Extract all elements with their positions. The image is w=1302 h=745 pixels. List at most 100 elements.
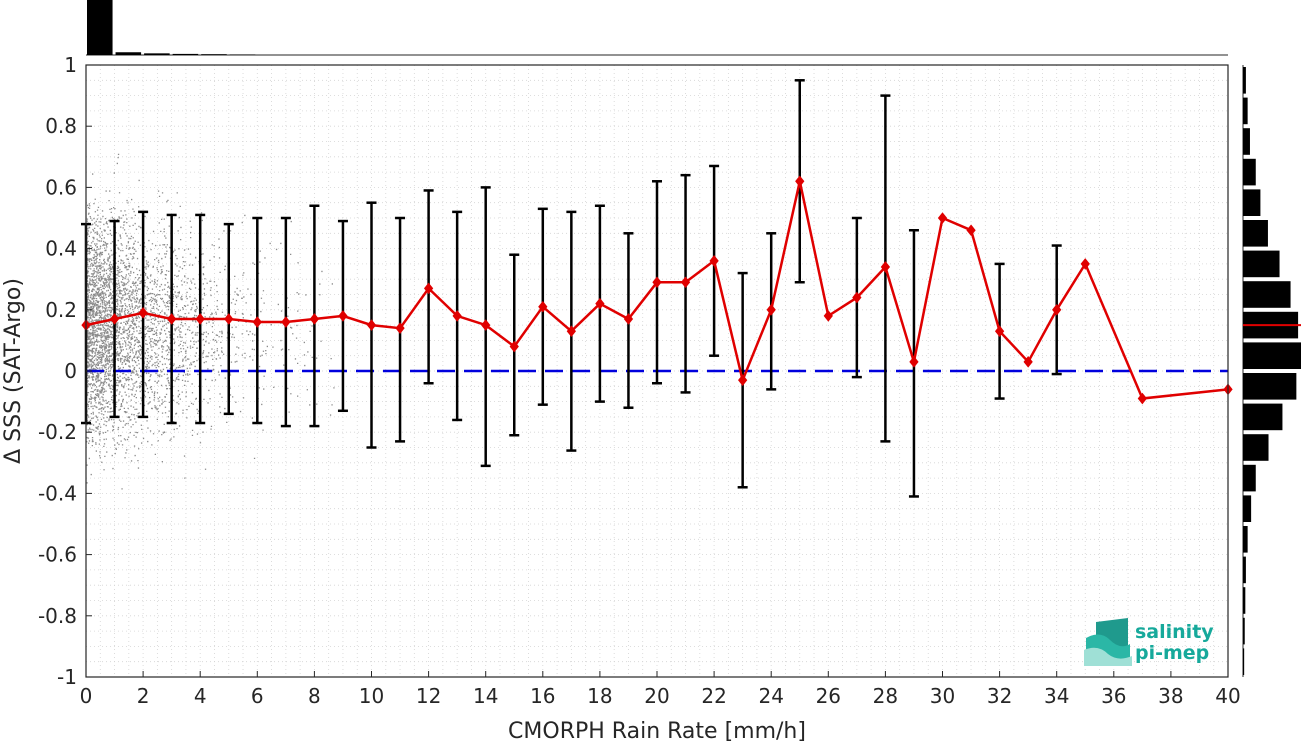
mean-marker: [338, 310, 348, 322]
x-tick-label: 38: [1158, 684, 1183, 708]
x-tick-label: 32: [987, 684, 1012, 708]
y-tick-label: -0.4: [38, 481, 77, 505]
mean-marker: [366, 319, 377, 331]
x-tick-label: 36: [1101, 684, 1126, 708]
y-axis: 1 0.8 0.6 0.4 0.2 0 -0.2 -0.4 -0.6 -0.8 -1: [38, 53, 92, 689]
right-histogram-bar: [1243, 281, 1291, 308]
mean-marker: [652, 276, 662, 289]
right-histogram-bar: [1243, 434, 1269, 461]
mean-marker: [167, 313, 177, 325]
mean-marker: [680, 276, 691, 289]
x-tick-label: 18: [587, 684, 612, 708]
mean-marker: [509, 340, 519, 353]
mean-markers: [81, 175, 1233, 405]
mean-marker: [538, 300, 548, 313]
mean-marker: [852, 291, 862, 304]
scatter-points: [86, 153, 344, 490]
mean-marker: [195, 313, 205, 325]
x-tick-label: 30: [930, 684, 955, 708]
y-tick-label: -0.8: [38, 604, 77, 628]
y-tick-label: 1: [64, 53, 77, 77]
mean-marker: [423, 282, 434, 295]
x-tick-label: 26: [816, 684, 841, 708]
mean-marker: [452, 310, 462, 322]
x-tick-label: 28: [873, 684, 898, 708]
x-tick-label: 14: [473, 684, 498, 708]
right-histogram-bar: [1243, 189, 1261, 216]
right-histogram-bar: [1243, 128, 1250, 155]
right-histogram-bar: [1243, 220, 1268, 247]
mean-marker: [909, 356, 919, 368]
mean-marker: [1137, 392, 1147, 405]
mean-marker: [795, 175, 805, 188]
right-histogram-bar: [1243, 342, 1301, 369]
right-histogram: [1242, 65, 1301, 677]
top-histogram-bar: [172, 53, 199, 55]
mean-marker: [766, 303, 776, 316]
mean-marker: [281, 316, 291, 328]
main-plot: 0 2 4 6 8 10 12 14 16 18 20 22 24 26 28 30 32 34 36 38 40 10…: [1, 53, 1241, 744]
y-tick-label: 0: [64, 359, 77, 383]
mean-marker: [395, 322, 405, 334]
y-axis-title: Δ SSS (SAT-Argo): [1, 278, 26, 464]
logo-line2: pi-mep: [1135, 642, 1209, 664]
mean-marker: [1023, 356, 1033, 368]
mean-marker: [823, 310, 833, 322]
x-tick-label: 8: [308, 684, 321, 708]
top-histogram-bar: [229, 54, 256, 55]
right-histogram-bar: [1243, 158, 1256, 186]
x-tick-label: 34: [1044, 684, 1069, 708]
y-tick-label: 0.8: [45, 114, 77, 138]
y-tick-label: 0.6: [45, 175, 77, 199]
top-histogram-bar: [201, 54, 227, 55]
x-tick-label: 6: [251, 684, 264, 708]
mean-line: [85, 181, 1229, 400]
right-histogram-bar: [1243, 587, 1246, 614]
mean-marker: [738, 374, 748, 386]
right-histogram-bar: [1243, 495, 1252, 522]
y-tick-label: -0.2: [38, 420, 77, 444]
mean-marker: [481, 319, 491, 331]
right-histogram-bar: [1243, 67, 1246, 94]
x-tick-label: 2: [137, 684, 150, 708]
x-tick-label: 22: [701, 684, 726, 708]
right-histogram-bar: [1243, 403, 1283, 431]
right-histogram-bar: [1243, 373, 1297, 400]
x-tick-label: 4: [194, 684, 207, 708]
top-histogram-bar: [87, 0, 113, 55]
right-histogram-bar: [1243, 250, 1280, 278]
logo-line1: salinity: [1135, 621, 1214, 643]
top-histogram-bars: [87, 0, 256, 55]
top-histogram-bar: [115, 52, 142, 55]
x-axis: 0 2 4 6 8 10 12 14 16 18 20 22 24 26 28 30 32 34 36 38 40: [80, 671, 1241, 708]
mean-marker: [966, 224, 976, 237]
mean-marker: [224, 313, 234, 325]
y-tick-label: 0.2: [45, 298, 77, 322]
right-histogram-bar: [1243, 556, 1246, 584]
right-histogram-bar: [1243, 617, 1245, 645]
right-histogram-bar: [1243, 97, 1248, 125]
mean-marker: [1080, 258, 1090, 270]
mean-marker: [138, 307, 148, 319]
right-histogram-bar: [1243, 464, 1256, 492]
right-histogram-bar: [1243, 648, 1245, 675]
scatter-cloud: [86, 153, 344, 490]
right-histogram-bars: [1243, 67, 1301, 675]
mean-marker: [252, 316, 262, 328]
mean-marker: [566, 325, 576, 338]
x-tick-label: 10: [359, 684, 384, 708]
x-tick-label: 16: [530, 684, 555, 708]
x-tick-label: 40: [1215, 684, 1240, 708]
mean-marker: [937, 212, 948, 224]
mean-marker: [994, 325, 1005, 338]
top-histogram: [86, 0, 1228, 56]
wave-logo-icon: [1084, 618, 1132, 666]
y-tick-label: -1: [57, 665, 77, 689]
x-axis-title: CMORPH Rain Rate [mm/h]: [508, 719, 806, 744]
top-histogram-bar: [144, 53, 170, 55]
mean-marker: [309, 313, 320, 325]
y-tick-label: -0.6: [38, 543, 77, 567]
salinity-pi-mep-logo: salinity pi-mep: [1084, 618, 1214, 666]
mean-marker: [880, 261, 891, 273]
